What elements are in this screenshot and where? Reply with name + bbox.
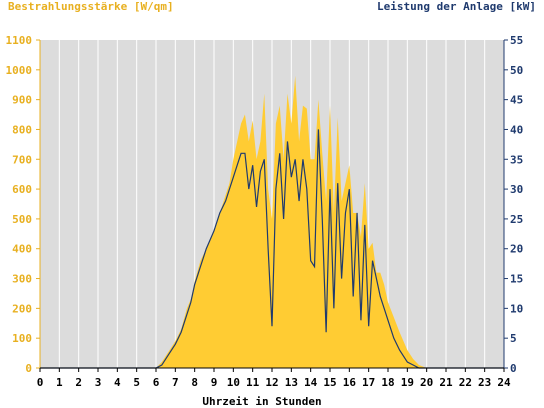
y-right-tick-label: 40 [510,123,523,136]
x-tick-label: 0 [37,376,44,389]
y-right-tick-label: 25 [510,213,523,226]
y-left-tick-label: 0 [25,362,32,375]
x-tick-label: 21 [439,376,453,389]
y-left-tick-label: 800 [12,123,32,136]
left-axis-title: Bestrahlungsstärke [W/qm] [8,0,174,13]
x-tick-label: 17 [362,376,375,389]
x-tick-label: 2 [75,376,82,389]
y-left-tick-label: 200 [12,302,32,315]
x-tick-label: 22 [459,376,472,389]
y-left-tick-label: 1000 [6,64,33,77]
x-tick-label: 11 [246,376,260,389]
x-tick-label: 5 [133,376,140,389]
power-line [40,129,504,369]
x-tick-label: 23 [478,376,491,389]
x-tick-label: 16 [343,376,357,389]
x-tick-label: 24 [497,376,511,389]
y-left-tick-label: 400 [12,243,32,256]
y-left-tick-label: 300 [12,273,32,286]
y-left-tick-label: 1100 [6,34,33,47]
y-right-tick-label: 0 [510,362,517,375]
y-right-tick-label: 15 [510,273,523,286]
x-axis-title: Uhrzeit in Stunden [202,395,321,408]
x-tick-label: 13 [285,376,298,389]
tick-labels: 0100200300400500600700800900100011000510… [6,34,524,389]
x-tick-label: 7 [172,376,179,389]
y-left-tick-label: 900 [12,94,32,107]
x-tick-label: 1 [56,376,63,389]
y-left-tick-label: 700 [12,153,32,166]
y-right-tick-label: 10 [510,302,523,315]
y-right-tick-label: 45 [510,94,523,107]
y-right-tick-label: 35 [510,153,523,166]
x-tick-label: 8 [191,376,198,389]
y-right-tick-label: 50 [510,64,523,77]
y-right-tick-label: 5 [510,332,517,345]
x-tick-label: 20 [420,376,433,389]
x-tick-label: 3 [95,376,102,389]
x-tick-label: 19 [401,376,414,389]
y-right-tick-label: 20 [510,243,523,256]
irradiance-area-layer [40,75,504,368]
power-line-layer [40,129,504,369]
x-tick-label: 9 [211,376,218,389]
x-tick-label: 6 [153,376,160,389]
y-right-tick-label: 30 [510,183,523,196]
y-right-tick-label: 55 [510,34,523,47]
x-tick-label: 14 [304,376,318,389]
x-tick-label: 12 [265,376,278,389]
irradiance-area [40,75,504,368]
x-tick-label: 15 [323,376,336,389]
right-axis-title: Leistung der Anlage [kW] [377,0,536,13]
y-left-tick-label: 500 [12,213,32,226]
x-tick-label: 18 [381,376,394,389]
x-tick-label: 4 [114,376,121,389]
y-left-tick-label: 600 [12,183,32,196]
y-left-tick-label: 100 [12,332,32,345]
x-tick-label: 10 [227,376,240,389]
